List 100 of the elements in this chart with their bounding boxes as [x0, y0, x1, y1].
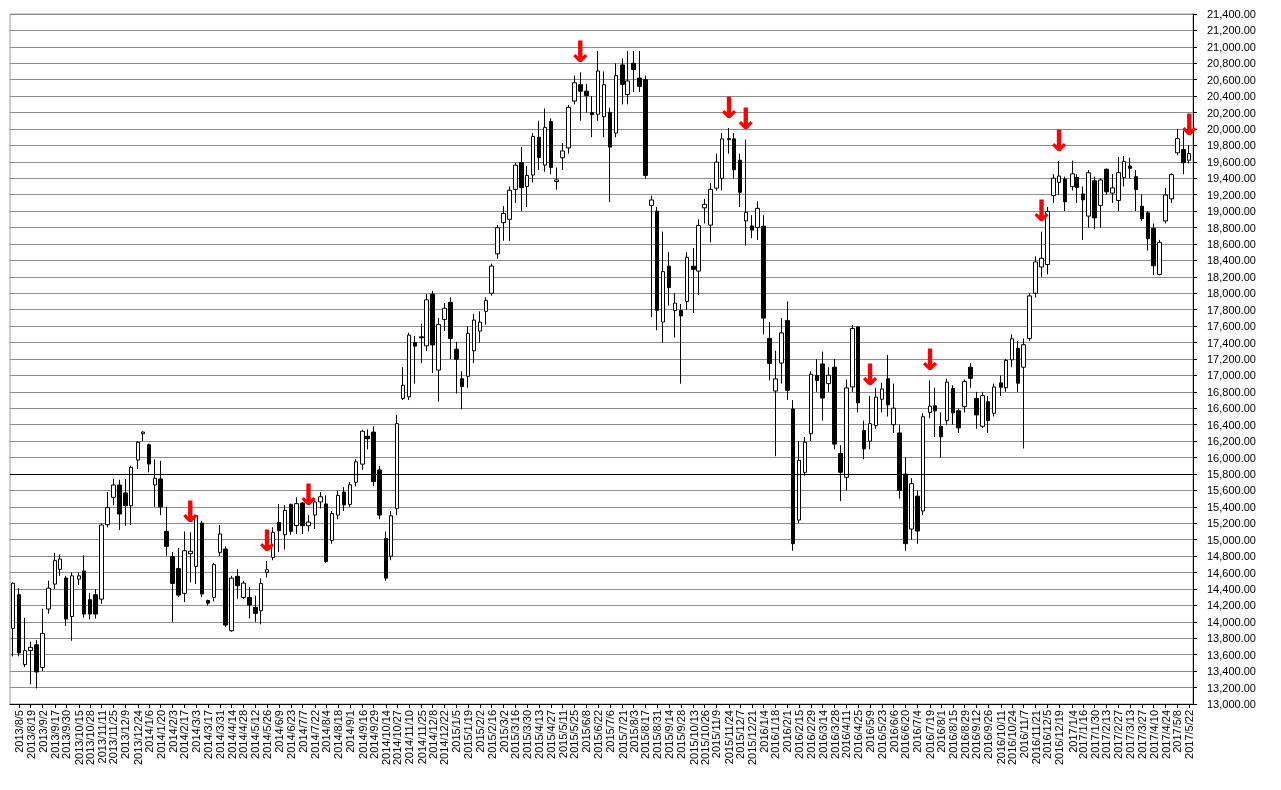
y-tick-label: 19,400.00	[1207, 172, 1256, 185]
y-tick-label: 21,200.00	[1207, 24, 1256, 37]
y-tick-label: 15,000.00	[1207, 533, 1256, 546]
y-tick-label: 14,200.00	[1207, 599, 1256, 612]
x-tick-label: 2017/1/4	[1066, 710, 1079, 753]
x-tick-label: 2017/1/16	[1076, 710, 1089, 759]
x-tick-label: 2016/5/9	[864, 710, 877, 753]
x-tick-label: 2014/10/14	[380, 710, 393, 766]
x-tick-label: 2014/4/28	[237, 710, 250, 759]
x-tick-label: 2015/8/3	[627, 710, 640, 753]
x-tick-label: 2013/8/5	[12, 710, 25, 753]
x-tick-label: 2016/9/12	[970, 710, 983, 759]
y-tick-label: 17,200.00	[1207, 353, 1256, 365]
x-tick-label: 2015/2/16	[485, 710, 498, 759]
annotation: ↓	[568, 24, 593, 71]
x-tick-label: 2017/3/27	[1135, 710, 1148, 759]
x-tick-label: 2014/9/1	[343, 710, 356, 753]
x-tick-label: 2014/11/10	[402, 710, 415, 765]
x-tick-label: 2015/7/21	[616, 710, 629, 759]
x-tick-label: 2015/2/2	[473, 710, 486, 753]
x-tick-label: 2016/6/6	[887, 710, 900, 753]
y-tick-label: 21,400.00	[1207, 8, 1256, 20]
x-tick-label: 2014/3/3	[190, 710, 203, 753]
x-tick-label: 2015/11/9	[710, 710, 723, 759]
x-tick-label: 2014/1/6	[142, 710, 155, 753]
x-tick-label: 2016/4/11	[840, 710, 853, 759]
y-tick-label: 18,000.00	[1207, 287, 1256, 300]
x-tick-label: 2016/10/11	[994, 710, 1007, 765]
x-tick-label: 2014/6/23	[284, 710, 297, 759]
x-tick-label: 2016/3/28	[828, 710, 841, 759]
x-tick-label: 2014/3/17	[202, 710, 215, 759]
x-tick-label: 2016/10/24	[1005, 710, 1018, 766]
annotation: ↓	[296, 467, 321, 514]
y-tick-label: 15,600.00	[1207, 484, 1256, 497]
x-tick-label: 2016/11/21	[1029, 710, 1042, 765]
y-tick-label: 13,800.00	[1207, 632, 1256, 645]
x-tick-label: 2016/5/23	[875, 710, 888, 759]
x-tick-label: 2015/3/30	[521, 710, 534, 759]
x-tick-label: 2016/4/25	[852, 710, 865, 759]
x-tick-label: 2013/12/9	[119, 710, 132, 759]
y-tick-label: 13,000.00	[1207, 698, 1256, 710]
y-tick-label: 21,000.00	[1207, 40, 1256, 53]
x-tick-label: 2015/6/22	[592, 710, 605, 759]
x-tick-label: 2016/2/29	[804, 710, 817, 759]
x-tick-label: 2015/5/25	[568, 710, 581, 759]
x-tick-label: 2015/7/6	[603, 710, 616, 753]
x-tick-label: 2015/4/27	[544, 710, 557, 759]
x-tick-label: 2014/2/3	[166, 710, 179, 753]
x-tick-label: 2013/9/17	[49, 710, 62, 759]
y-tick-label: 13,200.00	[1207, 681, 1256, 694]
y-tick-label: 14,800.00	[1207, 550, 1256, 563]
x-tick-label: 2017/2/13	[1100, 710, 1113, 759]
x-tick-label: 2015/12/7	[733, 710, 746, 759]
x-tick-label: 2015/9/14	[663, 710, 676, 759]
x-tick-label: 2014/11/25	[415, 710, 428, 765]
x-tick-label: 2014/12/8	[426, 710, 439, 759]
x-tick-label: 2017/2/27	[1112, 710, 1125, 759]
annotation: ↓	[1029, 184, 1054, 231]
x-tick-label: 2013/8/19	[24, 710, 37, 759]
x-tick-label: 2015/1/19	[462, 710, 475, 759]
y-tick-label: 17,800.00	[1207, 303, 1256, 316]
annotation: ↓	[1047, 113, 1072, 160]
x-tick-label: 2015/6/8	[580, 710, 593, 753]
y-tick-label: 15,800.00	[1207, 468, 1256, 480]
x-tick-label: 2014/2/17	[178, 710, 191, 759]
x-tick-label: 2016/8/15	[946, 710, 959, 759]
x-tick-label: 2015/10/13	[687, 710, 700, 766]
y-tick-label: 14,600.00	[1207, 566, 1256, 579]
x-tick-label: 2016/2/15	[793, 710, 806, 759]
x-tick-label: 2016/12/5	[1041, 710, 1054, 759]
x-tick-label: 2016/7/4	[911, 710, 924, 753]
x-tick-label: 2015/11/24	[723, 710, 735, 765]
x-tick-label: 2014/7/7	[296, 710, 309, 753]
x-tick-label: 2016/6/20	[899, 710, 912, 759]
y-tick-label: 20,200.00	[1207, 106, 1256, 119]
x-tick-label: 2017/3/13	[1124, 710, 1137, 759]
x-tick-label: 2013/10/15	[72, 710, 85, 766]
y-tick-label: 13,400.00	[1207, 665, 1256, 678]
x-tick-label: 2014/1/20	[154, 710, 167, 759]
x-tick-label: 2014/10/27	[391, 710, 404, 766]
y-tick-label: 19,800.00	[1207, 139, 1256, 152]
y-tick-label: 20,000.00	[1207, 123, 1256, 135]
x-tick-label: 2016/11/7	[1017, 710, 1030, 759]
x-tick-label: 2014/12/22	[438, 710, 451, 766]
y-tick-label: 17,600.00	[1207, 320, 1256, 333]
x-tick-label: 2013/9/2	[36, 710, 49, 753]
x-tick-label: 2016/2/1	[781, 710, 794, 753]
y-tick-label: 18,800.00	[1207, 221, 1256, 234]
x-tick-label: 2013/11/25	[107, 710, 120, 765]
y-tick-label: 16,000.00	[1207, 451, 1256, 464]
y-tick-label: 16,800.00	[1207, 385, 1256, 398]
y-tick-label: 19,600.00	[1207, 155, 1256, 168]
y-tick-label: 14,400.00	[1207, 583, 1256, 595]
x-tick-label: 2016/8/29	[958, 710, 971, 759]
x-tick-label: 2015/4/13	[533, 710, 546, 759]
x-tick-label: 2013/11/11	[95, 710, 108, 764]
x-tick-label: 2015/3/2	[497, 710, 510, 753]
x-tick-label: 2016/8/1	[934, 710, 947, 753]
x-tick-label: 2014/6/9	[272, 710, 285, 753]
y-tick-label: 17,400.00	[1207, 336, 1256, 349]
